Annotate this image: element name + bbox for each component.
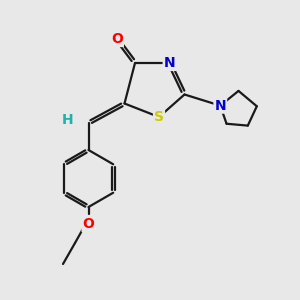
Text: O: O (111, 32, 123, 46)
Text: S: S (154, 110, 164, 124)
Text: N: N (214, 99, 226, 112)
Text: H: H (62, 113, 73, 127)
Text: N: N (164, 56, 175, 70)
Text: O: O (82, 218, 94, 231)
